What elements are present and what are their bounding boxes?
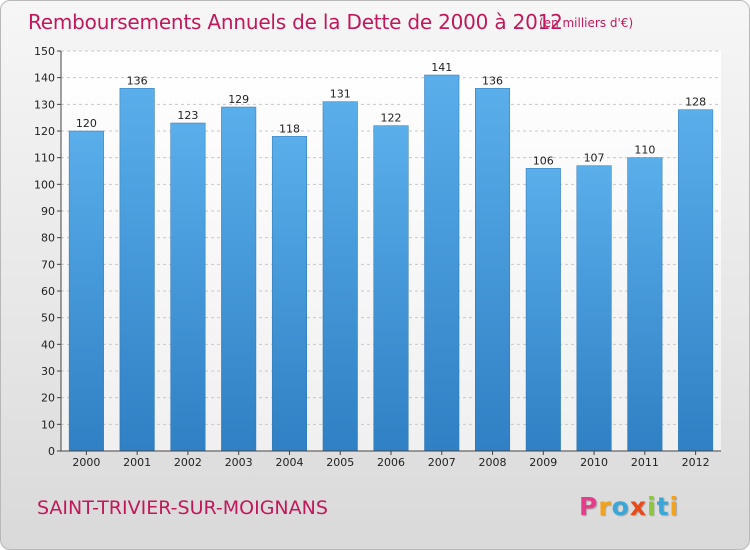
data-label-2003: 129	[228, 93, 249, 106]
bar-2001	[119, 88, 155, 452]
data-label-2011: 110	[634, 144, 655, 157]
y-tick-label: 40	[41, 338, 55, 351]
x-tick-label-2009: 2009	[529, 456, 557, 469]
data-label-2004: 118	[279, 122, 300, 135]
data-labels: 120 136 123 129 118 131 122 141 136 106 107 110 128	[76, 61, 706, 167]
y-tick-label: 20	[41, 392, 55, 405]
y-tick-label: 140	[34, 72, 55, 85]
logo-letter: P	[579, 492, 599, 521]
data-label-2005: 131	[330, 88, 351, 101]
y-tick-label: 70	[41, 258, 55, 271]
data-label-2012: 128	[685, 96, 706, 109]
y-tick-label: 80	[41, 232, 55, 245]
x-tick-label-2002: 2002	[174, 456, 202, 469]
bar-2000	[68, 130, 104, 452]
x-tick-label-2003: 2003	[225, 456, 253, 469]
x-tick-label-2005: 2005	[326, 456, 354, 469]
logo-letter: r	[598, 492, 612, 521]
x-tick-label-2007: 2007	[428, 456, 456, 469]
proxiti-logo: Proxiti	[579, 492, 679, 521]
bar-2004	[271, 136, 307, 452]
commune-name: SAINT-TRIVIER-SUR-MOIGNANS	[37, 497, 328, 519]
x-tick-label-2000: 2000	[72, 456, 100, 469]
y-tick-label: 0	[48, 445, 55, 458]
y-tick-label: 120	[34, 125, 55, 138]
data-label-2001: 136	[127, 74, 148, 87]
chart-title: Remboursements Annuels de la Dette de 20…	[28, 10, 563, 34]
y-tick-label: 100	[34, 178, 55, 191]
data-label-2006: 122	[381, 112, 402, 125]
y-tick-label: 130	[34, 98, 55, 111]
bar-2011	[627, 157, 663, 452]
bar-2005	[322, 101, 358, 452]
data-label-2002: 123	[177, 109, 198, 122]
x-tick-label-2011: 2011	[631, 456, 659, 469]
bar-2002	[170, 122, 206, 452]
data-label-2007: 141	[431, 61, 452, 74]
bar-2008	[475, 88, 511, 452]
bar-2009	[525, 168, 561, 452]
y-tick-label: 150	[34, 45, 55, 58]
bars	[68, 74, 714, 452]
x-tick-label-2008: 2008	[479, 456, 507, 469]
x-tick-label-2001: 2001	[123, 456, 151, 469]
bar-2010	[576, 165, 612, 452]
x-tick-label-2012: 2012	[682, 456, 710, 469]
y-tick-label: 30	[41, 365, 55, 378]
x-tick-label-2004: 2004	[275, 456, 303, 469]
y-tick-label: 50	[41, 312, 55, 325]
logo-letter: i	[669, 492, 680, 521]
logo-letter: x	[629, 492, 647, 521]
y-tick-label: 60	[41, 285, 55, 298]
data-label-2000: 120	[76, 117, 97, 130]
logo-letter: t	[656, 492, 670, 521]
logo-letter: o	[611, 492, 630, 521]
bar-2007	[424, 74, 460, 452]
data-label-2008: 136	[482, 74, 503, 87]
y-tick-label: 90	[41, 205, 55, 218]
bar-2006	[373, 125, 409, 452]
bar-2003	[221, 106, 257, 452]
axes: 0 10 20 30 40 50 60 70 80 90 100 110 120 130 140 150 200…	[34, 45, 721, 469]
x-tick-label-2006: 2006	[377, 456, 405, 469]
logo-letter: i	[647, 492, 657, 521]
y-tick-label: 110	[34, 152, 55, 165]
unit-label: (en milliers d'€)	[539, 16, 634, 30]
data-label-2009: 106	[533, 154, 554, 167]
data-label-2010: 107	[584, 152, 605, 165]
x-tick-label-2010: 2010	[580, 456, 608, 469]
bar-2012	[678, 109, 714, 452]
y-tick-label: 10	[41, 418, 55, 431]
